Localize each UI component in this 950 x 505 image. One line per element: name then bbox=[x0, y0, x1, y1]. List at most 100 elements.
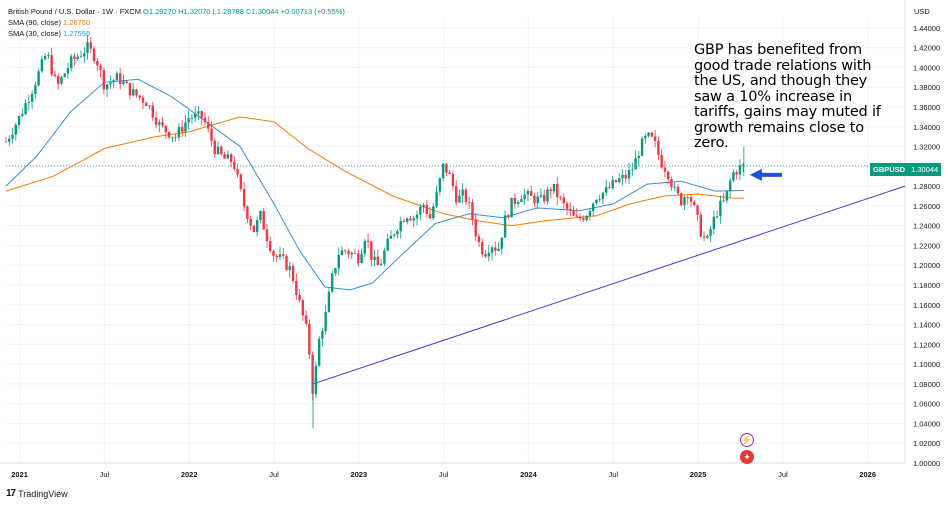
candle-body bbox=[27, 101, 31, 104]
candle-body bbox=[236, 168, 239, 175]
x-tick-label: Jul bbox=[778, 470, 788, 479]
candle-body bbox=[60, 77, 63, 84]
candle-body bbox=[487, 252, 490, 257]
ohlc-values: O1.29270 H1.32070 L1.28788 C1.30044 +0.0… bbox=[143, 7, 345, 16]
candle-body bbox=[722, 200, 725, 202]
chart-annotation-text[interactable]: GBP has benefited from good trade relati… bbox=[694, 42, 881, 151]
lightning-icon[interactable]: ⚡ bbox=[740, 433, 754, 447]
candle-body bbox=[295, 280, 298, 296]
candle-body bbox=[56, 76, 60, 84]
candle-body bbox=[167, 131, 171, 138]
candle-body bbox=[105, 84, 109, 90]
candle-body bbox=[647, 132, 650, 136]
candle-body bbox=[559, 197, 562, 199]
candle-body bbox=[376, 256, 380, 266]
candle-body bbox=[216, 146, 220, 155]
chart-grid bbox=[0, 0, 906, 464]
candle-body bbox=[510, 197, 513, 218]
candle-body bbox=[99, 65, 102, 71]
y-tick-label: 1.02000 bbox=[913, 439, 940, 448]
candle-body bbox=[611, 180, 614, 189]
candle-body bbox=[379, 263, 383, 266]
candle-body bbox=[735, 172, 738, 175]
currency-label[interactable]: USD bbox=[914, 7, 930, 16]
candle-body bbox=[184, 122, 187, 132]
candle-body bbox=[419, 206, 422, 215]
candle-body bbox=[17, 115, 21, 125]
candle-body bbox=[148, 105, 151, 107]
candle-body bbox=[696, 205, 699, 215]
candle-body bbox=[556, 183, 559, 198]
candle-body bbox=[539, 195, 543, 197]
sma30-value: 1.27556 bbox=[63, 29, 91, 38]
candle-body bbox=[481, 242, 484, 255]
candle-body bbox=[40, 59, 44, 72]
sma90-value: 1.26760 bbox=[63, 18, 91, 27]
candle-body bbox=[210, 128, 213, 141]
candle-body bbox=[598, 199, 601, 200]
candle-body bbox=[614, 180, 618, 183]
candle-body bbox=[115, 73, 119, 81]
legend-sma30[interactable]: SMA (30, close) 1.27556 bbox=[8, 28, 345, 39]
time-axis: 2021 Jul 2022 Jul 2023 Jul 2024 Jul 2025 Jul 2026 bbox=[11, 470, 876, 479]
candle-body bbox=[650, 132, 654, 137]
candle-body bbox=[151, 105, 154, 118]
candle-body bbox=[552, 183, 556, 192]
sma30-label: SMA (30, close) bbox=[8, 29, 61, 38]
candle-body bbox=[89, 42, 93, 49]
candle-body bbox=[265, 229, 269, 242]
candle-body bbox=[425, 204, 428, 215]
candle-body bbox=[171, 136, 174, 138]
candle-body bbox=[676, 186, 680, 194]
candle-body bbox=[242, 189, 246, 207]
x-tick-label: 2026 bbox=[859, 470, 876, 479]
y-tick-label: 1.26000 bbox=[913, 202, 940, 211]
candle-body bbox=[438, 178, 442, 192]
candle-body bbox=[272, 250, 275, 256]
tradingview-branding[interactable]: 17 TradingView bbox=[6, 488, 68, 499]
legend-sma90[interactable]: SMA (90, close) 1.26760 bbox=[8, 17, 345, 28]
candle-body bbox=[330, 273, 334, 292]
candlestick-series bbox=[4, 34, 745, 429]
candle-body bbox=[53, 74, 57, 77]
candle-body bbox=[565, 203, 569, 210]
y-tick-label: 1.10000 bbox=[913, 360, 940, 369]
candle-body bbox=[370, 241, 373, 261]
candle-body bbox=[448, 172, 451, 174]
candle-body bbox=[308, 323, 311, 355]
candle-body bbox=[464, 189, 468, 203]
candle-body bbox=[742, 164, 745, 166]
candle-body bbox=[738, 165, 742, 175]
candle-body bbox=[653, 136, 657, 141]
candle-body bbox=[699, 214, 703, 237]
y-tick-label: 1.24000 bbox=[913, 222, 940, 231]
candle-body bbox=[490, 247, 494, 253]
symbol-title[interactable]: British Pound / U.S. Dollar · 1W · FXCM bbox=[8, 7, 141, 16]
candle-body bbox=[474, 219, 477, 237]
candle-body bbox=[239, 174, 243, 190]
candle-body bbox=[275, 255, 278, 258]
branding-text: TradingView bbox=[18, 488, 68, 499]
candle-body bbox=[118, 73, 122, 84]
candle-body bbox=[161, 122, 164, 126]
candle-body bbox=[350, 252, 353, 255]
candle-body bbox=[180, 127, 184, 132]
candle-body bbox=[102, 70, 106, 90]
candle-body bbox=[591, 203, 595, 212]
candle-body bbox=[363, 241, 367, 254]
candle-body bbox=[572, 210, 575, 216]
candle-body bbox=[670, 179, 673, 188]
candle-body bbox=[63, 73, 66, 78]
sma90-label: SMA (90, close) bbox=[8, 18, 61, 27]
us-flag-icon[interactable]: ✦ bbox=[740, 450, 754, 464]
candle-body bbox=[396, 231, 399, 235]
candle-body bbox=[321, 331, 324, 339]
candle-body bbox=[223, 154, 226, 159]
candle-body bbox=[76, 56, 79, 60]
candle-body bbox=[337, 255, 340, 269]
x-tick-label: 2022 bbox=[181, 470, 198, 479]
candle-body bbox=[640, 138, 644, 156]
candle-body bbox=[132, 89, 135, 96]
candle-body bbox=[197, 111, 200, 114]
